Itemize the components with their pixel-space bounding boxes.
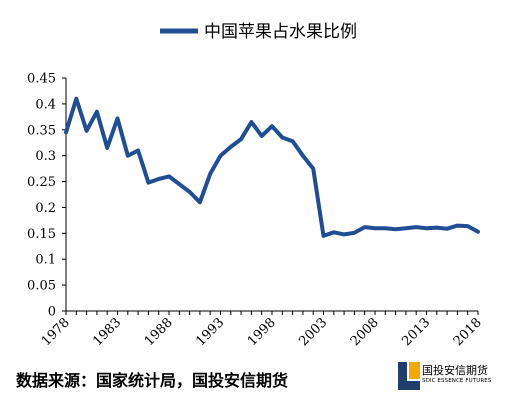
y-axis-ticks: 0 0.05 0.1 0.15 0.2 0.25 0.3 0.35 0.4 0.45 [27, 72, 66, 320]
x-tick-label: 1983 [90, 315, 124, 349]
logo-chinese-name: 国投安信期货 [422, 364, 488, 377]
x-tick-label: 1998 [245, 315, 279, 349]
chart: 中国苹果占水果比例 00.050.10.150.20.250.30.350.40… [27, 22, 485, 349]
y-tick-label: 0.15 [27, 227, 56, 242]
x-tick-label: 2018 [451, 315, 485, 349]
axes [65, 78, 478, 312]
x-axis-ticks: 1978 1983 1988 1993 1998 2003 2008 2013 2018 [39, 311, 485, 349]
legend: 中国苹果占水果比例 [160, 22, 357, 42]
y-tick-label: 0.35 [27, 123, 56, 138]
y-tick-label: 0.4 [35, 97, 56, 112]
series-line [64, 96, 480, 238]
x-tick-label: 2003 [296, 315, 330, 349]
y-tick-label: 0.45 [27, 72, 56, 87]
x-tick-label: 1993 [193, 315, 227, 349]
y-tick-label: 0 [48, 305, 56, 320]
legend-label: 中国苹果占水果比例 [204, 22, 357, 42]
y-tick-label: 0.05 [27, 279, 56, 294]
x-tick-label: 1978 [39, 315, 73, 349]
x-tick-label: 2008 [348, 315, 382, 349]
y-tick-label: 0.25 [27, 175, 56, 190]
series-layer [64, 96, 480, 238]
logo-mark-icon [398, 362, 420, 390]
x-tick-label: 1988 [142, 315, 176, 349]
company-logo: 国投安信期货 SDIC ESSENCE FUTURES [398, 360, 516, 394]
y-tick-label: 0.3 [35, 149, 56, 164]
x-tick-label: 2013 [399, 315, 433, 349]
y-tick-label: 0.2 [35, 201, 56, 216]
logo-english-name: SDIC ESSENCE FUTURES [422, 378, 492, 384]
source-note: 数据来源：国家统计局，国投安信期货 [16, 371, 289, 390]
y-tick-label: 0.1 [35, 253, 56, 268]
